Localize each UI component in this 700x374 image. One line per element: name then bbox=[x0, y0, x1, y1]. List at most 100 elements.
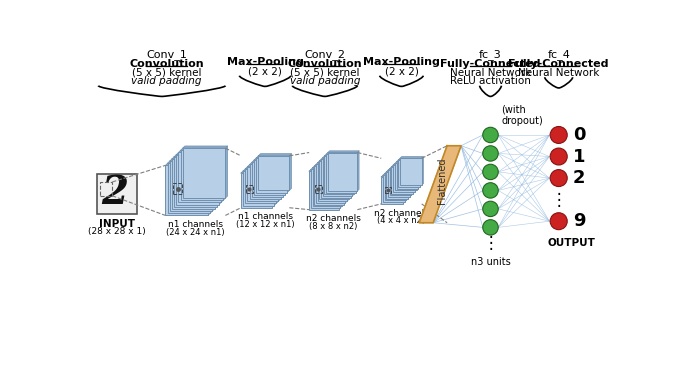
Text: 2: 2 bbox=[101, 175, 128, 212]
Text: valid padding: valid padding bbox=[290, 76, 360, 86]
Bar bbox=[398, 160, 420, 187]
Polygon shape bbox=[221, 150, 223, 202]
Polygon shape bbox=[384, 172, 408, 174]
Text: Max-Pooling: Max-Pooling bbox=[363, 57, 440, 67]
Polygon shape bbox=[243, 169, 276, 171]
Polygon shape bbox=[285, 158, 287, 195]
Polygon shape bbox=[256, 156, 289, 158]
Polygon shape bbox=[408, 170, 409, 199]
Polygon shape bbox=[181, 148, 225, 150]
Polygon shape bbox=[276, 167, 279, 203]
Polygon shape bbox=[339, 169, 340, 210]
Bar bbox=[321, 159, 351, 198]
Bar bbox=[167, 163, 210, 213]
Polygon shape bbox=[390, 167, 413, 168]
Bar bbox=[178, 153, 221, 202]
Text: Fully-Connected: Fully-Connected bbox=[508, 59, 609, 69]
Polygon shape bbox=[325, 154, 356, 156]
Text: (24 x 24 x n1): (24 x 24 x n1) bbox=[166, 228, 225, 237]
Polygon shape bbox=[210, 161, 212, 213]
Bar bbox=[183, 148, 225, 198]
Polygon shape bbox=[319, 159, 351, 161]
Polygon shape bbox=[279, 165, 281, 201]
Polygon shape bbox=[174, 154, 219, 157]
Text: (2 x 2): (2 x 2) bbox=[384, 67, 419, 76]
Text: (5 x 5) kernel: (5 x 5) kernel bbox=[290, 68, 360, 78]
Polygon shape bbox=[347, 161, 349, 201]
Circle shape bbox=[550, 170, 567, 187]
Bar bbox=[165, 165, 208, 215]
Text: 9: 9 bbox=[573, 212, 585, 230]
Polygon shape bbox=[388, 168, 412, 170]
Polygon shape bbox=[382, 175, 405, 177]
Polygon shape bbox=[318, 161, 349, 163]
Polygon shape bbox=[172, 157, 217, 159]
Polygon shape bbox=[314, 165, 345, 166]
Bar bbox=[391, 167, 413, 194]
Text: Fully-Connected: Fully-Connected bbox=[440, 59, 540, 69]
Bar bbox=[397, 162, 419, 188]
Polygon shape bbox=[311, 168, 342, 169]
Polygon shape bbox=[254, 158, 287, 160]
Text: ReLU activation: ReLU activation bbox=[450, 76, 531, 86]
Polygon shape bbox=[281, 162, 283, 199]
Polygon shape bbox=[358, 151, 359, 191]
Bar bbox=[390, 168, 412, 196]
Bar bbox=[248, 167, 279, 201]
Circle shape bbox=[483, 220, 498, 235]
Polygon shape bbox=[395, 162, 419, 163]
Circle shape bbox=[550, 213, 567, 230]
Text: n2 channels: n2 channels bbox=[306, 214, 360, 223]
Circle shape bbox=[483, 201, 498, 217]
Polygon shape bbox=[183, 146, 228, 148]
Bar bbox=[319, 161, 349, 199]
Text: ⋮: ⋮ bbox=[482, 234, 499, 252]
Polygon shape bbox=[309, 169, 340, 171]
Polygon shape bbox=[354, 154, 356, 194]
Text: (12 x 12 x n1): (12 x 12 x n1) bbox=[236, 220, 295, 229]
Polygon shape bbox=[208, 163, 210, 215]
Polygon shape bbox=[410, 168, 412, 197]
Polygon shape bbox=[340, 168, 342, 208]
Polygon shape bbox=[321, 157, 352, 159]
Circle shape bbox=[550, 148, 567, 165]
Text: Convolution: Convolution bbox=[288, 59, 362, 69]
Polygon shape bbox=[356, 153, 358, 193]
Polygon shape bbox=[328, 151, 359, 153]
Bar bbox=[174, 157, 217, 207]
Bar bbox=[384, 174, 406, 200]
Polygon shape bbox=[415, 163, 416, 192]
Polygon shape bbox=[403, 175, 405, 204]
Text: (2 x 2): (2 x 2) bbox=[248, 67, 282, 76]
Bar bbox=[383, 175, 405, 202]
Bar bbox=[382, 177, 403, 204]
Bar bbox=[181, 150, 223, 200]
Bar bbox=[388, 170, 409, 197]
Circle shape bbox=[483, 127, 498, 142]
Bar bbox=[250, 165, 281, 199]
Text: Conv_1: Conv_1 bbox=[146, 49, 187, 61]
Polygon shape bbox=[219, 153, 221, 205]
Text: n1 channels: n1 channels bbox=[237, 212, 293, 221]
Bar bbox=[100, 182, 112, 196]
Text: (8 x 8 x n2): (8 x 8 x n2) bbox=[309, 222, 358, 231]
Text: (with
dropout): (with dropout) bbox=[501, 104, 543, 126]
Circle shape bbox=[483, 164, 498, 180]
Bar bbox=[314, 166, 344, 205]
Bar bbox=[258, 156, 289, 190]
Text: 1: 1 bbox=[573, 147, 585, 166]
Text: Conv_2: Conv_2 bbox=[304, 49, 345, 61]
Text: n3 units: n3 units bbox=[470, 257, 510, 267]
Text: Neural Network: Neural Network bbox=[450, 68, 531, 78]
Bar bbox=[172, 159, 214, 209]
Bar bbox=[326, 154, 356, 193]
Circle shape bbox=[550, 126, 567, 144]
Bar bbox=[318, 163, 347, 201]
Text: INPUT: INPUT bbox=[99, 219, 135, 229]
Polygon shape bbox=[326, 153, 358, 154]
Text: Convolution: Convolution bbox=[130, 59, 204, 69]
Polygon shape bbox=[342, 166, 344, 206]
Polygon shape bbox=[349, 159, 351, 199]
Bar bbox=[243, 171, 274, 206]
Bar bbox=[311, 169, 340, 208]
